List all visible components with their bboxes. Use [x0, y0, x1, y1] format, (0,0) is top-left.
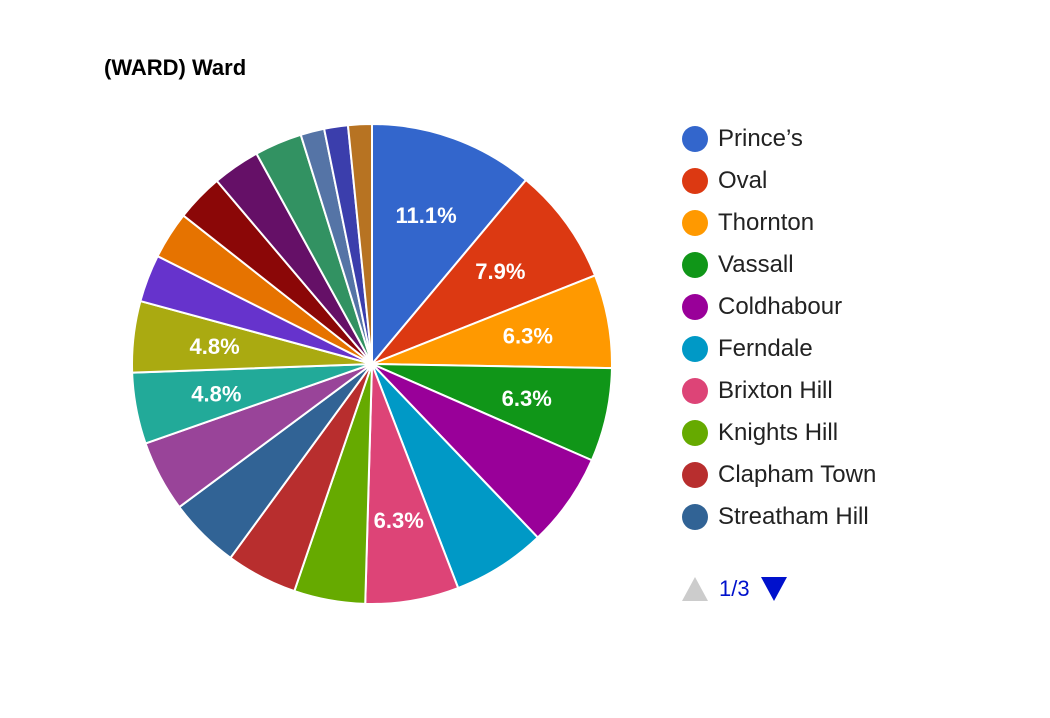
legend-color-swatch	[682, 126, 708, 152]
legend-item[interactable]: Vassall	[682, 244, 876, 286]
legend-item[interactable]: Clapham Town	[682, 454, 876, 496]
legend-label: Streatham Hill	[718, 503, 869, 530]
legend-label: Vassall	[718, 251, 794, 278]
legend-item[interactable]: Knights Hill	[682, 412, 876, 454]
slice-data-label: 7.9%	[475, 259, 525, 284]
legend-color-swatch	[682, 504, 708, 530]
slice-data-label: 6.3%	[374, 508, 424, 533]
legend-item[interactable]: Ferndale	[682, 328, 876, 370]
slice-data-label: 6.3%	[502, 386, 552, 411]
legend-color-swatch	[682, 210, 708, 236]
legend-pager: 1/3	[682, 576, 787, 602]
page-down-arrow-icon[interactable]	[760, 577, 787, 601]
legend: Prince’s Oval Thornton Vassall Coldhabour Fer…	[682, 118, 876, 538]
legend-color-swatch	[682, 420, 708, 446]
legend-color-swatch	[682, 168, 708, 194]
legend-label: Prince’s	[718, 125, 803, 152]
legend-label: Ferndale	[718, 335, 813, 362]
slice-data-label: 4.8%	[190, 334, 240, 359]
legend-item[interactable]: Thornton	[682, 202, 876, 244]
slice-data-label: 6.3%	[503, 324, 553, 349]
pie-slice-1[interactable]	[371, 178, 597, 365]
legend-color-swatch	[682, 294, 708, 320]
legend-color-swatch	[682, 378, 708, 404]
legend-item[interactable]: Prince’s	[682, 118, 876, 160]
legend-label: Knights Hill	[718, 419, 839, 446]
legend-label: Coldhabour	[718, 293, 843, 320]
legend-label: Brixton Hill	[718, 377, 833, 404]
legend-label: Oval	[718, 167, 768, 194]
legend-label: Clapham Town	[718, 461, 877, 488]
chart-title: (WARD) Ward	[104, 55, 247, 80]
legend-label: Thornton	[718, 209, 815, 236]
legend-item[interactable]: Coldhabour	[682, 286, 876, 328]
pie-slice-20[interactable]	[346, 122, 373, 365]
page-indicator: 1/3	[719, 576, 750, 601]
legend-item[interactable]: Brixton Hill	[682, 370, 876, 412]
slice-data-label: 11.1%	[395, 203, 456, 228]
legend-color-swatch	[682, 462, 708, 488]
legend-color-swatch	[682, 336, 708, 362]
pie-slice-0[interactable]	[371, 122, 528, 367]
slice-data-label: 4.8%	[191, 381, 241, 406]
legend-color-swatch	[682, 252, 708, 278]
page-up-arrow-icon	[682, 577, 708, 601]
legend-item[interactable]: Oval	[682, 160, 876, 202]
legend-item[interactable]: Streatham Hill	[682, 496, 876, 538]
